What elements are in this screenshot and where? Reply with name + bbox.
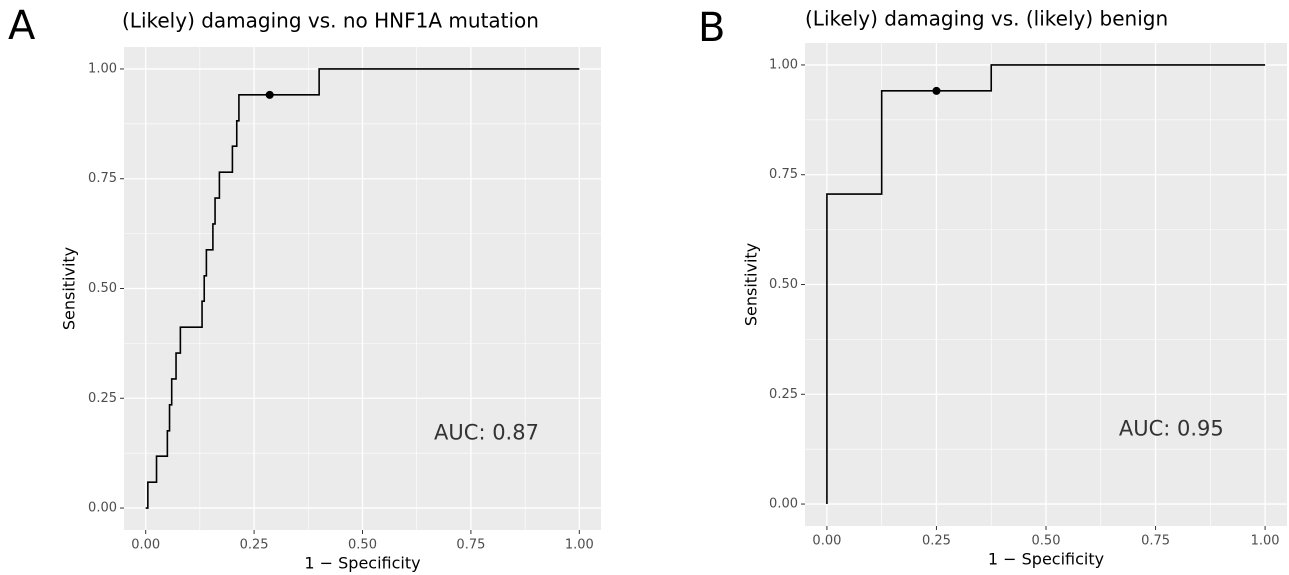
x-axis-label: 1 − Specificity [988,550,1104,569]
panel-label: B [698,5,725,51]
x-axis-label: 1 − Specificity [304,554,420,573]
roc-curve [145,68,580,509]
y-tick-label: 0.00 [88,501,117,516]
y-tick-label: 0.00 [769,497,798,512]
y-tick-label: 0.25 [769,387,798,402]
annotation: AUC: 0.95 [1119,416,1224,440]
x-tick-label: 0.00 [812,534,841,549]
x-tick-label: 1.00 [1251,534,1280,549]
y-tick-label: 1.00 [88,61,117,76]
threshold-point [265,90,274,99]
y-axis-label: Sensitivity [742,243,761,326]
x-tick-label: 0.75 [456,538,485,553]
x-tick-label: 0.50 [348,538,377,553]
panel-label: A [8,3,36,49]
roc-curve [826,64,1266,505]
y-axis-label: Sensitivity [60,247,79,330]
y-tick-label: 0.75 [88,171,117,186]
x-tick-label: 0.50 [1032,534,1061,549]
threshold-point [932,86,941,95]
y-tick-label: 0.50 [88,281,117,296]
x-tick-label: 0.25 [240,538,269,553]
x-tick-label: 0.00 [131,538,160,553]
y-tick-label: 1.00 [769,57,798,72]
y-tick-label: 0.75 [769,167,798,182]
chart-title: (Likely) damaging vs. no HNF1A mutation [122,9,539,33]
chart-title: (Likely) damaging vs. (likely) benign [805,7,1168,31]
y-tick-label: 0.25 [88,391,117,406]
x-tick-label: 0.75 [1141,534,1170,549]
y-tick-label: 0.50 [769,277,798,292]
x-tick-label: 1.00 [565,538,594,553]
x-tick-label: 0.25 [922,534,951,549]
annotation: AUC: 0.87 [434,420,539,444]
